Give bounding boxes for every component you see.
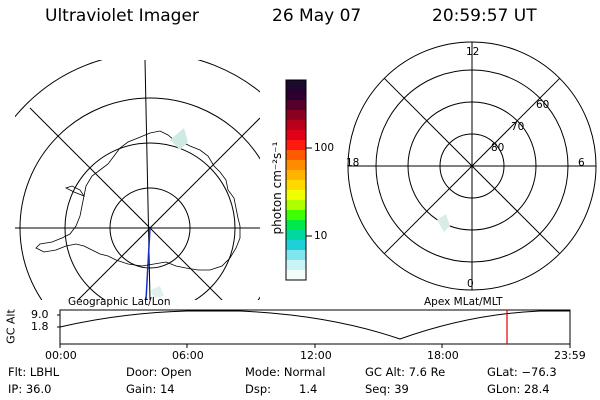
glat-info: GLat: −76.3 [487,365,557,379]
colorbar-segment [286,240,306,251]
time-label: 20:59:57 UT [432,6,537,26]
mlt-label-6: 6 [578,157,585,169]
mlat-label-80: 80 [491,142,505,154]
mag-aurora-patch [437,214,450,232]
colorbar-segment [286,150,306,161]
colorbar-segment [286,210,306,221]
colorbar-segment [286,140,306,151]
dsp-info-label: Dsp: [245,382,272,396]
colorbar-segment [286,220,306,231]
alt-ylabel: GC Alt [4,309,18,344]
colorbar-tick-label-10: 10 [314,230,328,242]
continent-outline [35,130,241,271]
date-label: 26 May 07 [272,6,362,26]
colorbar-segment [286,110,306,121]
alt-xtick-label: 12:00 [300,349,332,362]
colorbar-segment [286,250,306,261]
aurora-patch [170,128,188,150]
colorbar-segment [286,90,306,101]
mag-polar-grid [347,41,597,291]
dsp-info-value: 1.4 [299,382,318,396]
colorbar-segment [286,100,306,111]
mlt-label-12: 12 [466,46,480,58]
mode-info: Mode: Normal [245,365,326,379]
colorbar-segment [286,270,306,281]
door-info: Door: Open [126,365,192,379]
colorbar-segment [286,260,306,271]
seq-info: Seq: 39 [365,382,409,396]
alt-xtick-label: 06:00 [172,349,204,362]
geo-panel-caption: Geographic Lat/Lon [68,296,171,308]
colorbar [286,80,306,281]
colorbar-segment [286,120,306,131]
mlat-label-60: 60 [536,99,550,111]
colorbar-segment [286,180,306,191]
colorbar-segment [286,190,306,201]
filter-info: Flt: LBHL [8,365,60,379]
gc-alt-info: GC Alt: 7.6 Re [365,365,446,379]
mlt-label-0: 0 [467,278,474,290]
alt-xtick-label: 00:00 [45,349,77,362]
mag-mlt-line [383,77,561,255]
colorbar-segment [286,130,306,141]
mlt-label-18: 18 [346,157,360,169]
colorbar-segment [286,80,306,91]
colorbar-unit-label: photon cm⁻²s⁻¹ [270,141,284,235]
colorbar-segment [286,160,306,171]
app-title: Ultraviolet Imager [45,6,199,26]
geo-sun-meridian [145,227,151,300]
colorbar-segment [286,200,306,211]
ip-info: IP: 36.0 [8,382,52,396]
geo-meridian [29,107,223,300]
gain-info: Gain: 14 [126,382,175,396]
colorbar-frame [285,79,307,281]
geo-meridian [144,60,151,300]
mlat-label-70: 70 [511,121,525,133]
alt-xtick-label: 23:59 [554,349,586,362]
mag-panel-caption: Apex MLat/MLT [424,296,503,308]
colorbar-segment [286,170,306,181]
glon-info: GLon: 28.4 [487,382,550,396]
aurora-patch [150,286,164,298]
altitude-curve [59,310,570,340]
geo-meridian [77,117,260,300]
peninsula-outline [64,185,86,197]
alt-ytick-label: 9.0 [31,308,49,321]
alt-ytick-label: 1.8 [31,320,49,333]
colorbar-segment [286,230,306,241]
alt-xtick-label: 18:00 [427,349,459,362]
colorbar-tick-label-100: 100 [314,142,335,154]
